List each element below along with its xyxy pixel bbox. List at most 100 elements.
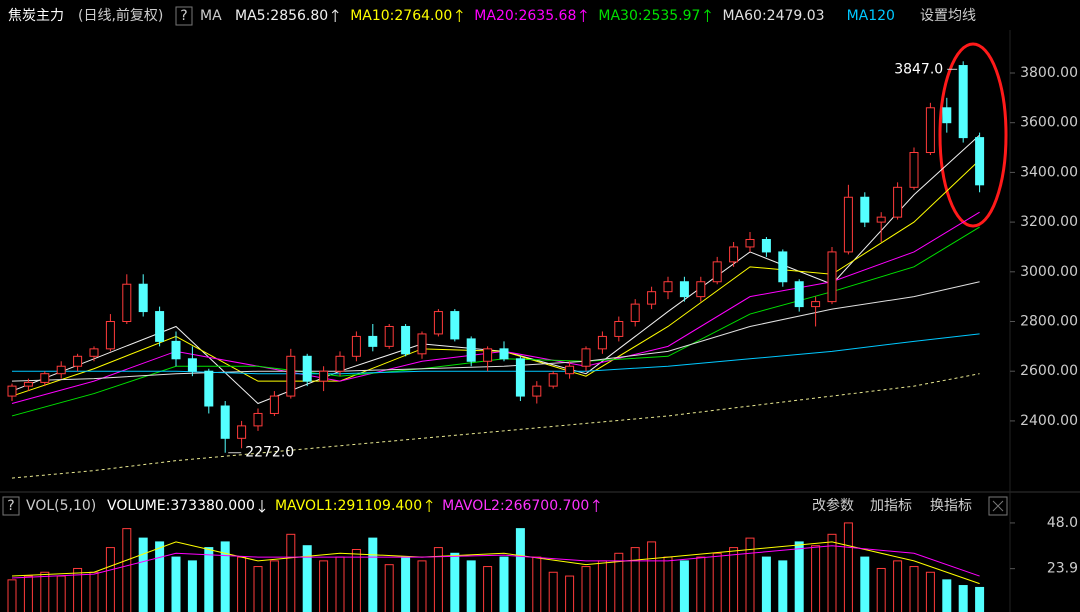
close-icon[interactable]: [992, 500, 1004, 512]
ma-legend: MA120: [847, 8, 895, 24]
volume-legend: MAVOL2:266700.700: [442, 498, 589, 514]
volume-bar: [450, 552, 460, 612]
volume-bar: [286, 533, 296, 612]
volume-bar: [7, 579, 17, 612]
candle-body: [89, 348, 99, 357]
header: 焦炭主力 (日线,前复权) ? MA: [8, 6, 222, 26]
volume-bar: [483, 566, 493, 612]
candle-body: [105, 321, 115, 350]
volume-bar: [794, 541, 804, 612]
candle-body: [925, 107, 935, 154]
volume-bar: [122, 528, 132, 612]
candle-body: [909, 152, 919, 188]
volume-header: ? VOL(5,10) 改参数 加指标 换指标: [2, 496, 1008, 516]
y-tick-label: 23.9: [1047, 561, 1078, 577]
volume-bar: [597, 560, 607, 612]
ma-legend: MA20:2635.68: [474, 8, 576, 24]
candle-body: [827, 251, 837, 303]
volume-bar: [204, 547, 214, 612]
volume-bar: [401, 556, 411, 612]
candle-body: [269, 395, 279, 414]
candle-body: [843, 196, 853, 253]
y-tick-label: 48.0: [1047, 515, 1078, 531]
symbol: 焦炭主力: [8, 8, 64, 24]
candle-body: [351, 335, 361, 357]
ma-legend: MA10:2764.00: [350, 8, 452, 24]
y-tick-label: 3600.00: [1020, 115, 1078, 131]
help-box[interactable]: [2, 496, 20, 516]
volume-bar: [663, 556, 673, 612]
trend-arrow: [455, 9, 463, 22]
candle-body: [122, 283, 132, 323]
candle-body: [745, 238, 755, 248]
candle-body: [975, 137, 985, 186]
candle-body: [515, 358, 525, 397]
candle-body: [368, 335, 378, 347]
volume-bar: [581, 566, 591, 612]
candle-body: [696, 281, 706, 298]
y-tick-label: 3800.00: [1020, 65, 1078, 81]
y-tick-label: 3400.00: [1020, 164, 1078, 180]
volume-bar: [335, 556, 345, 612]
candle-body: [893, 186, 903, 218]
volume-bar: [56, 575, 66, 612]
ma-line: [11, 373, 980, 479]
button[interactable]: 加指标: [870, 498, 912, 514]
help-box[interactable]: [175, 6, 193, 26]
candle-body: [597, 335, 607, 350]
candle-body: [712, 261, 722, 283]
volume-bar: [909, 566, 919, 612]
volume-bar: [253, 566, 263, 612]
candle-body: [40, 373, 50, 383]
candle-body: [581, 348, 591, 367]
candle-body: [942, 107, 952, 124]
volume-bar: [893, 560, 903, 612]
candle-body: [679, 281, 689, 298]
volume-bar: [515, 528, 525, 612]
help[interactable]: ?: [7, 498, 14, 514]
y-tick-label: 2600.00: [1020, 363, 1078, 379]
volume-bar: [319, 560, 329, 612]
volume-bar: [975, 586, 985, 612]
candle-body: [532, 385, 542, 397]
indicator: VOL(5,10): [26, 498, 96, 514]
candle-body: [958, 65, 968, 139]
volume-bar: [860, 556, 870, 612]
volume-bar: [73, 567, 83, 612]
candle-body: [548, 373, 558, 387]
candle-body: [302, 355, 312, 382]
volume-bar: [712, 552, 722, 612]
candle-body: [483, 348, 493, 362]
volume-bar: [843, 522, 853, 612]
mode: (日线,前复权): [78, 7, 163, 24]
settings[interactable]: 设置均线: [920, 8, 976, 24]
trend-arrow: [592, 499, 600, 512]
volume-bar: [827, 533, 837, 612]
volume-bar: [630, 547, 640, 612]
button[interactable]: 换指标: [930, 497, 972, 514]
volume-bars: [7, 522, 985, 612]
volume-bar: [925, 571, 935, 612]
candle-body: [614, 321, 624, 337]
button[interactable]: 改参数: [812, 497, 854, 514]
volume-bar: [647, 541, 657, 612]
volume-bar: [466, 560, 476, 612]
volume-bar: [729, 547, 739, 612]
candle-body: [401, 325, 411, 355]
candle-body: [187, 358, 197, 372]
trend-arrow: [258, 500, 266, 513]
help[interactable]: ?: [180, 8, 187, 24]
candle-body: [286, 355, 296, 397]
ma-legend: MA30:2535.97: [598, 8, 700, 24]
window-icon[interactable]: [988, 496, 1008, 516]
candle-body: [876, 216, 886, 223]
candle-body: [73, 355, 83, 367]
volume-bar: [876, 567, 886, 612]
volume-bar: [958, 585, 968, 612]
volume-bar: [187, 560, 197, 612]
volume-bar: [614, 552, 624, 612]
y-tick-label: 3200.00: [1020, 214, 1078, 230]
volume-bar: [89, 571, 99, 612]
candle-body: [450, 311, 460, 340]
y-tick-label: 2800.00: [1020, 314, 1078, 330]
